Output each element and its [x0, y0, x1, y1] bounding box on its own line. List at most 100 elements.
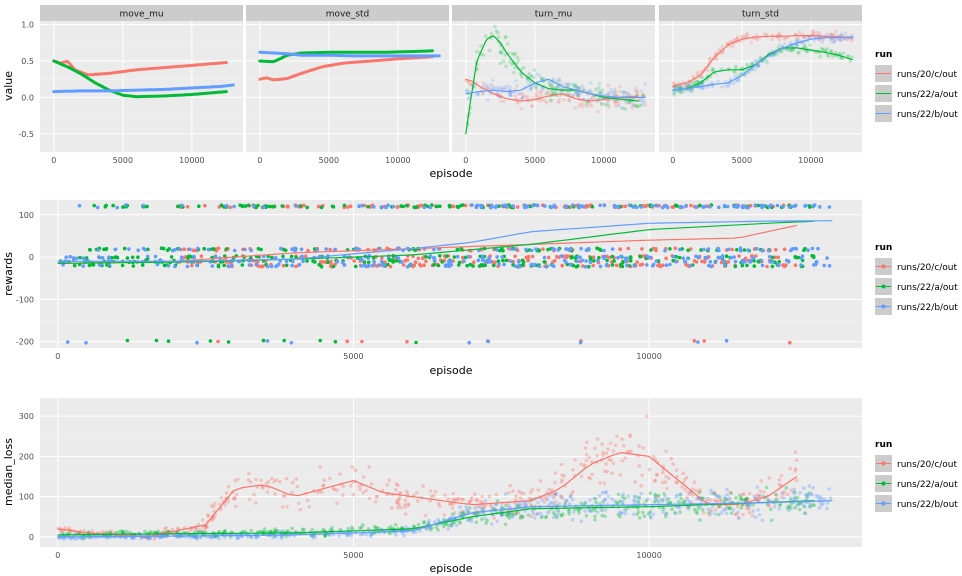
- data-point: [428, 205, 433, 209]
- data-point: [757, 63, 761, 68]
- data-point: [527, 72, 531, 76]
- data-point: [678, 510, 682, 514]
- data-point: [377, 263, 381, 268]
- data-point: [526, 513, 531, 517]
- legend-key-point: [881, 284, 886, 289]
- data-point: [714, 498, 719, 503]
- data-point: [535, 94, 540, 99]
- data-point: [822, 263, 826, 268]
- data-point: [679, 496, 683, 501]
- data-point: [655, 203, 659, 208]
- data-point: [753, 515, 758, 520]
- data-point: [318, 338, 323, 343]
- legend-chart3: run runs/20/c/out runs/22/a/out runs/22/b/o…: [875, 440, 958, 512]
- data-point: [539, 76, 544, 81]
- data-point: [817, 30, 822, 35]
- data-point: [598, 481, 602, 485]
- data-point: [832, 32, 837, 37]
- data-point: [737, 78, 741, 82]
- data-point: [620, 437, 624, 441]
- data-point: [610, 471, 614, 476]
- data-point: [359, 264, 364, 268]
- x-tick-label: 0: [51, 156, 56, 165]
- data-point: [710, 81, 714, 85]
- data-point: [254, 262, 259, 267]
- data-point: [536, 500, 540, 505]
- data-point: [213, 501, 217, 506]
- data-point: [564, 247, 568, 251]
- data-point: [474, 498, 478, 502]
- data-point: [278, 479, 282, 484]
- data-point: [820, 40, 825, 44]
- data-point: [492, 516, 496, 520]
- data-point: [226, 340, 231, 344]
- data-point: [115, 205, 119, 210]
- data-point: [773, 255, 778, 260]
- data-point: [549, 99, 553, 103]
- data-point: [593, 446, 597, 450]
- legend-title: run: [875, 243, 892, 253]
- legend-label: runs/20/c/out: [897, 460, 958, 470]
- data-point: [639, 491, 644, 496]
- data-point: [675, 204, 679, 208]
- data-point: [619, 105, 624, 110]
- data-point: [305, 205, 310, 210]
- x-tick-label: 5000: [319, 156, 339, 165]
- data-point: [774, 247, 778, 252]
- data-point: [621, 492, 625, 497]
- data-point: [501, 59, 506, 63]
- data-point: [533, 85, 538, 90]
- data-point: [769, 203, 773, 208]
- data-point: [829, 49, 833, 53]
- data-point: [625, 91, 630, 95]
- data-point: [654, 259, 659, 264]
- data-point: [265, 490, 270, 494]
- data-point: [251, 204, 256, 208]
- data-point: [610, 263, 615, 267]
- data-point: [578, 102, 582, 107]
- data-point: [81, 264, 86, 268]
- data-point: [655, 473, 659, 478]
- data-point: [549, 85, 554, 89]
- data-point: [280, 505, 285, 509]
- data-point: [674, 494, 678, 499]
- data-point: [553, 471, 558, 475]
- data-point: [517, 489, 521, 494]
- data-point: [746, 205, 750, 210]
- data-point: [797, 507, 802, 512]
- data-point: [770, 264, 775, 269]
- data-point: [424, 254, 428, 259]
- data-point: [446, 527, 451, 531]
- data-point: [591, 95, 595, 99]
- data-point: [370, 263, 375, 268]
- data-point: [206, 247, 211, 252]
- data-point: [815, 30, 819, 35]
- data-point: [585, 440, 589, 445]
- data-point: [570, 497, 575, 502]
- data-point: [834, 37, 839, 41]
- data-point: [808, 502, 812, 506]
- data-point: [534, 247, 538, 251]
- data-point: [717, 205, 721, 210]
- data-point: [551, 246, 555, 251]
- data-point: [690, 89, 694, 94]
- data-point: [735, 78, 740, 83]
- data-point: [517, 260, 521, 264]
- data-point: [560, 478, 564, 482]
- data-point: [760, 248, 764, 253]
- data-point: [705, 85, 709, 89]
- y-tick-label: 100: [19, 493, 34, 502]
- data-point: [90, 529, 95, 533]
- data-point: [559, 462, 564, 467]
- data-point: [284, 259, 289, 264]
- data-point: [764, 59, 769, 63]
- data-point: [661, 510, 665, 514]
- data-point: [614, 263, 619, 268]
- data-point: [751, 509, 755, 513]
- data-point: [507, 491, 511, 495]
- data-point: [588, 88, 593, 93]
- data-point: [483, 259, 488, 264]
- data-point: [480, 92, 485, 96]
- data-point: [270, 255, 274, 260]
- data-point: [755, 485, 760, 490]
